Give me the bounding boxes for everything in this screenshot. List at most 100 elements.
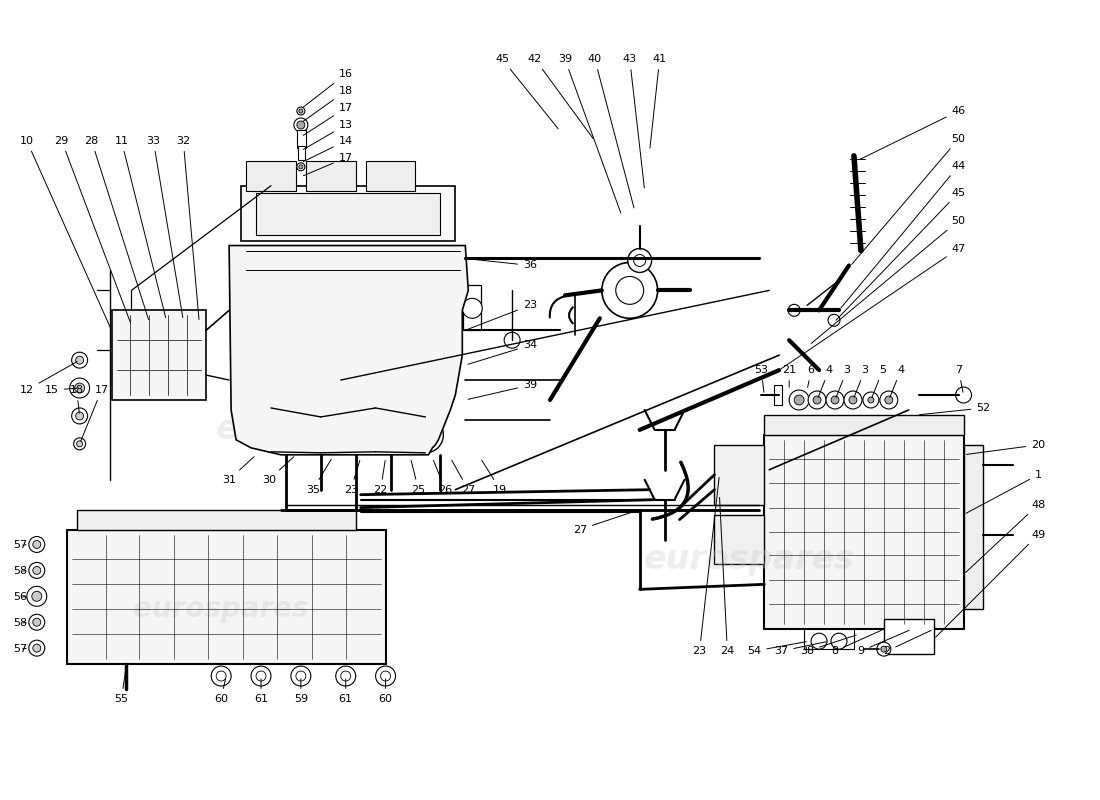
Text: 14: 14 [304,136,353,162]
Text: 24: 24 [719,498,735,656]
Text: 10: 10 [20,136,110,328]
Text: 20: 20 [966,440,1045,454]
Text: 40: 40 [587,54,634,208]
Text: 30: 30 [262,457,294,485]
Text: 39: 39 [468,380,537,399]
Text: 58: 58 [13,618,26,628]
Circle shape [880,391,898,409]
Text: 18: 18 [304,86,353,122]
Bar [77,510,355,530]
Text: 42: 42 [528,54,593,138]
Circle shape [72,408,88,424]
Text: 4: 4 [890,365,904,398]
Bar [246,161,296,190]
Text: 23: 23 [343,461,360,494]
Bar [365,161,416,190]
Text: 47: 47 [781,243,966,369]
Circle shape [462,298,482,318]
Text: 45: 45 [495,54,558,129]
Circle shape [76,356,84,364]
Circle shape [862,392,879,408]
Text: 60: 60 [378,679,393,704]
Text: 37: 37 [774,642,826,656]
Circle shape [329,348,373,392]
Text: 27: 27 [573,510,637,534]
Circle shape [868,397,873,403]
Circle shape [336,666,355,686]
Circle shape [808,391,826,409]
Text: eurospares: eurospares [133,595,309,623]
Circle shape [33,644,41,652]
Text: 41: 41 [650,54,667,148]
Circle shape [830,396,839,404]
Circle shape [33,618,41,626]
Circle shape [407,417,443,453]
Circle shape [828,314,840,326]
Text: 58: 58 [13,566,26,577]
Circle shape [830,633,847,649]
Circle shape [29,640,45,656]
Bar [804,630,854,649]
Circle shape [375,666,396,686]
Text: eurospares: eurospares [216,414,427,446]
Circle shape [29,537,45,553]
Text: 48: 48 [966,500,1045,573]
Circle shape [243,312,299,368]
Bar [463,286,481,330]
Text: 2: 2 [883,630,931,656]
Circle shape [354,408,397,452]
Text: 17: 17 [304,103,353,135]
Text: 44: 44 [840,161,966,308]
Text: 27: 27 [452,460,475,494]
Circle shape [826,391,844,409]
Text: 13: 13 [304,120,353,150]
Bar [764,435,964,630]
Circle shape [811,633,827,649]
Text: 9: 9 [857,630,910,656]
Bar [256,193,440,234]
Circle shape [297,121,305,129]
Circle shape [76,412,84,420]
Circle shape [33,541,41,549]
Text: 7: 7 [955,365,962,392]
Circle shape [794,395,804,405]
Circle shape [849,396,857,404]
Bar [298,146,305,160]
Bar [714,514,764,565]
Text: 50: 50 [811,216,966,343]
Circle shape [368,348,412,392]
Circle shape [290,666,311,686]
Text: 33: 33 [146,136,183,318]
Text: 1: 1 [966,470,1042,514]
Circle shape [29,614,45,630]
Text: 4: 4 [818,365,833,398]
Text: 5: 5 [872,365,887,398]
Circle shape [813,396,821,404]
Text: 25: 25 [411,461,426,494]
Text: 36: 36 [469,258,537,270]
Text: 8: 8 [832,630,881,656]
Text: 50: 50 [851,134,966,264]
Text: 19: 19 [482,460,507,494]
Text: 56: 56 [13,592,26,602]
Circle shape [302,417,339,453]
Bar [774,385,782,405]
Circle shape [26,586,47,606]
Circle shape [211,666,231,686]
Circle shape [789,304,800,316]
Text: 32: 32 [176,136,199,319]
Text: 57: 57 [13,541,26,550]
Circle shape [844,391,862,409]
Circle shape [297,107,305,115]
Circle shape [789,390,810,410]
Text: 3: 3 [836,365,850,398]
Bar [764,415,964,435]
Text: 12: 12 [20,362,77,395]
Text: 61: 61 [339,679,353,704]
Text: eurospares: eurospares [644,543,855,576]
Text: 21: 21 [782,365,796,387]
Circle shape [884,396,893,404]
Text: 29: 29 [55,136,131,322]
Circle shape [299,109,303,113]
Bar [714,445,764,505]
